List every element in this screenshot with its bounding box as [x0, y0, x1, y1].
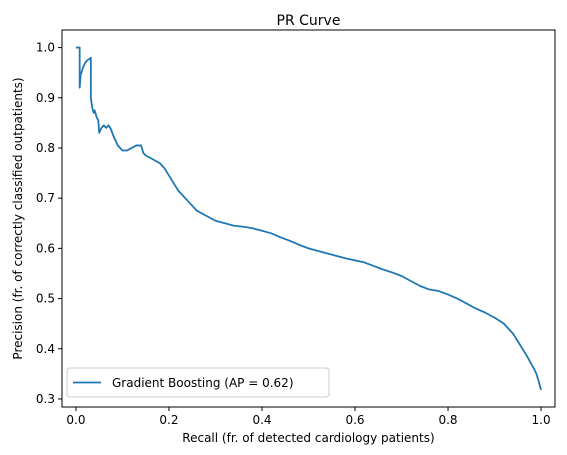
- y-tick-label: 0.4: [36, 342, 55, 356]
- legend: Gradient Boosting (AP = 0.62): [66, 367, 330, 398]
- series-line-gradient-boosting: [75, 46, 542, 391]
- plot-area: [75, 46, 542, 391]
- y-tick-label: 0.8: [36, 141, 55, 155]
- legend-box: [66, 367, 330, 398]
- legend-label: Gradient Boosting (AP = 0.62): [112, 376, 294, 390]
- y-axis-label: Precision (fr. of correctly classified o…: [11, 77, 25, 359]
- y-tick-label: 0.9: [36, 91, 55, 105]
- y-tick-label: 1.0: [36, 41, 55, 55]
- axis-ticks: 0.0 0.2 0.4 0.6 0.8 1.0 0.3 0.4 0.5 0.6 0.7 0.8 0.9 1…: [36, 41, 551, 427]
- chart-title: PR Curve: [277, 13, 341, 29]
- y-tick-label: 0.3: [36, 392, 55, 406]
- x-axis-label: Recall (fr. of detected cardiology patie…: [182, 431, 434, 445]
- y-tick-label: 0.7: [36, 191, 55, 205]
- x-tick-label: 0.2: [159, 413, 178, 427]
- y-tick-label: 0.5: [36, 292, 55, 306]
- y-tick-label: 0.6: [36, 241, 55, 255]
- x-tick-label: 0.8: [438, 413, 457, 427]
- x-tick-label: 0.4: [252, 413, 271, 427]
- axes-frame: [61, 29, 556, 408]
- x-tick-label: 0.6: [345, 413, 364, 427]
- x-tick-label: 1.0: [532, 413, 551, 427]
- x-tick-label: 0.0: [66, 413, 85, 427]
